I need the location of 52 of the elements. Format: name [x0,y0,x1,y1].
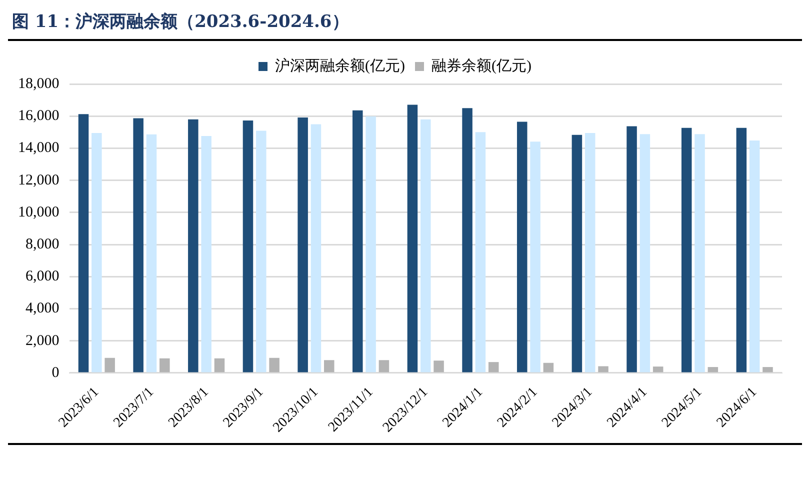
bar [146,134,157,372]
bar [708,367,718,372]
bar [407,104,418,372]
bar [626,126,637,372]
bar [133,118,144,372]
bar [310,124,322,372]
y-tick-label: 10,000 [18,204,60,220]
bar [420,119,431,372]
bar [324,360,334,372]
y-tick-label: 4,000 [26,300,60,317]
bar [572,134,582,372]
bar [736,128,747,372]
bar [652,366,664,372]
bar [256,130,266,372]
chart-title: 图 11：沪深两融余额（2023.6-2024.6） [8,8,802,41]
y-tick-label: 6,000 [26,268,60,285]
y-tick-label: 14,000 [18,140,60,156]
bar [214,358,225,372]
bar [488,362,499,372]
legend-label: 融券余额(亿元) [432,57,532,74]
bar [378,360,390,372]
y-tick-label: 16,000 [18,108,60,124]
bar [242,120,254,372]
bar [78,114,89,372]
bar [640,134,650,372]
y-tick-label: 8,000 [26,236,60,252]
bar [352,110,363,372]
bar [681,128,692,372]
y-tick-label: 2,000 [26,332,60,349]
bar [543,362,554,372]
bar [749,140,760,372]
bar [104,358,115,372]
bar [516,122,528,372]
bar [201,136,212,372]
bar [584,132,596,372]
bar [462,108,472,372]
bar [188,119,198,372]
bar [475,132,486,372]
y-tick-label: 18,000 [18,76,60,92]
bar [298,118,308,372]
bar [530,142,540,372]
bar [434,360,444,372]
bar [694,134,705,372]
bar [762,367,773,372]
y-tick-label: 12,000 [18,172,60,188]
bar [366,116,376,372]
bar [160,358,170,372]
y-tick-label: 0 [52,364,60,381]
bar [269,358,280,372]
legend-label: 沪深两融余额(亿元) [275,57,406,74]
bar [598,366,608,372]
bar [92,132,102,372]
